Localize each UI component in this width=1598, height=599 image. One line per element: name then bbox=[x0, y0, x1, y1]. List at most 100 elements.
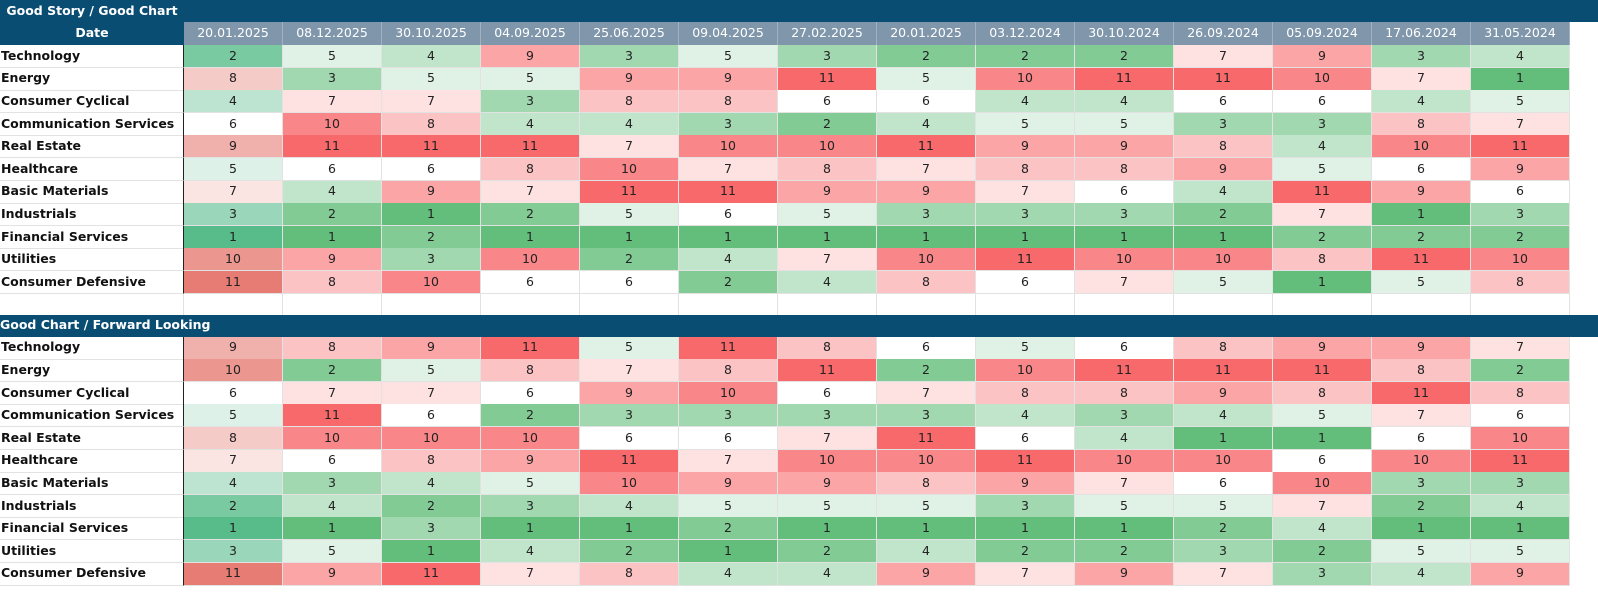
value-cell: 5 bbox=[1471, 540, 1570, 564]
value-cell: 8 bbox=[1174, 336, 1273, 360]
date-header: 20.01.2025 bbox=[184, 22, 283, 45]
row-label: Energy bbox=[0, 67, 184, 91]
value-cell: 11 bbox=[1174, 359, 1273, 383]
value-cell: 3 bbox=[1372, 472, 1471, 496]
date-header: 17.06.2024 bbox=[1372, 22, 1471, 45]
value-cell: 6 bbox=[679, 203, 778, 227]
value-cell: 10 bbox=[382, 271, 481, 295]
value-cell: 9 bbox=[1273, 45, 1372, 69]
value-cell: 6 bbox=[1075, 180, 1174, 204]
date-header: 09.04.2025 bbox=[679, 22, 778, 45]
date-header: 05.09.2024 bbox=[1273, 22, 1372, 45]
value-cell: 4 bbox=[382, 45, 481, 69]
value-cell: 4 bbox=[481, 112, 580, 136]
value-cell: 10 bbox=[1075, 248, 1174, 272]
section-title: Good Story / Good Chart bbox=[6, 2, 178, 18]
value-cell: 11 bbox=[1372, 248, 1471, 272]
value-cell: 3 bbox=[1273, 562, 1372, 586]
value-cell: 6 bbox=[382, 404, 481, 428]
value-cell: 8 bbox=[679, 359, 778, 383]
value-cell: 6 bbox=[1372, 158, 1471, 182]
value-cell: 5 bbox=[1372, 271, 1471, 295]
value-cell: 7 bbox=[382, 90, 481, 114]
value-cell: 11 bbox=[184, 271, 283, 295]
value-cell: 8 bbox=[580, 90, 679, 114]
value-cell: 3 bbox=[184, 540, 283, 564]
value-cell: 2 bbox=[1372, 225, 1471, 249]
value-cell: 4 bbox=[778, 271, 877, 295]
value-cell: 7 bbox=[976, 180, 1075, 204]
value-cell: 9 bbox=[1075, 135, 1174, 159]
value-cell: 9 bbox=[1372, 336, 1471, 360]
value-cell: 1 bbox=[679, 225, 778, 249]
value-cell: 3 bbox=[976, 494, 1075, 518]
value-cell: 7 bbox=[778, 248, 877, 272]
value-cell: 3 bbox=[877, 404, 976, 428]
value-cell: 3 bbox=[1075, 203, 1174, 227]
blank-cell bbox=[184, 293, 283, 315]
row-label: Communication Services bbox=[0, 404, 184, 428]
value-cell: 10 bbox=[679, 381, 778, 405]
value-cell: 4 bbox=[481, 540, 580, 564]
value-cell: 11 bbox=[1372, 381, 1471, 405]
blank-cell bbox=[481, 293, 580, 315]
value-cell: 6 bbox=[580, 271, 679, 295]
value-cell: 5 bbox=[184, 158, 283, 182]
value-cell: 8 bbox=[481, 158, 580, 182]
row-label: Healthcare bbox=[0, 449, 184, 473]
row-label: Healthcare bbox=[0, 158, 184, 182]
value-cell: 8 bbox=[679, 90, 778, 114]
row-label: Communication Services bbox=[0, 112, 184, 136]
value-cell: 1 bbox=[184, 517, 283, 541]
blank-cell bbox=[877, 293, 976, 315]
value-cell: 8 bbox=[1471, 381, 1570, 405]
value-cell: 1 bbox=[1273, 271, 1372, 295]
row-label: Energy bbox=[0, 359, 184, 383]
date-header: 04.09.2025 bbox=[481, 22, 580, 45]
value-cell: 7 bbox=[679, 158, 778, 182]
value-cell: 8 bbox=[976, 158, 1075, 182]
value-cell: 9 bbox=[184, 336, 283, 360]
value-cell: 7 bbox=[1075, 271, 1174, 295]
value-cell: 2 bbox=[382, 494, 481, 518]
value-cell: 9 bbox=[1174, 158, 1273, 182]
value-cell: 11 bbox=[382, 135, 481, 159]
value-cell: 5 bbox=[1174, 494, 1273, 518]
value-cell: 3 bbox=[481, 494, 580, 518]
value-cell: 6 bbox=[1174, 90, 1273, 114]
value-cell: 5 bbox=[1273, 158, 1372, 182]
value-cell: 5 bbox=[1471, 90, 1570, 114]
date-header: 25.06.2025 bbox=[580, 22, 679, 45]
value-cell: 11 bbox=[877, 427, 976, 451]
value-cell: 11 bbox=[1273, 180, 1372, 204]
value-cell: 1 bbox=[1273, 427, 1372, 451]
value-cell: 1 bbox=[1075, 225, 1174, 249]
value-cell: 2 bbox=[1273, 225, 1372, 249]
value-cell: 5 bbox=[1372, 540, 1471, 564]
value-cell: 11 bbox=[580, 180, 679, 204]
value-cell: 7 bbox=[1372, 67, 1471, 91]
value-cell: 1 bbox=[877, 517, 976, 541]
value-cell: 3 bbox=[1174, 540, 1273, 564]
value-cell: 4 bbox=[1372, 562, 1471, 586]
value-cell: 4 bbox=[382, 472, 481, 496]
value-cell: 5 bbox=[877, 67, 976, 91]
value-cell: 2 bbox=[580, 248, 679, 272]
value-cell: 11 bbox=[1471, 449, 1570, 473]
value-cell: 6 bbox=[1075, 336, 1174, 360]
value-cell: 3 bbox=[1471, 472, 1570, 496]
value-cell: 2 bbox=[580, 540, 679, 564]
blank-cell bbox=[1372, 293, 1471, 315]
value-cell: 8 bbox=[382, 112, 481, 136]
value-cell: 8 bbox=[283, 336, 382, 360]
value-cell: 7 bbox=[877, 381, 976, 405]
value-cell: 9 bbox=[679, 472, 778, 496]
value-cell: 5 bbox=[382, 359, 481, 383]
row-label: Utilities bbox=[0, 540, 184, 564]
value-cell: 6 bbox=[877, 90, 976, 114]
value-cell: 11 bbox=[976, 248, 1075, 272]
value-cell: 10 bbox=[184, 359, 283, 383]
value-cell: 2 bbox=[778, 540, 877, 564]
value-cell: 7 bbox=[580, 135, 679, 159]
value-cell: 11 bbox=[1273, 359, 1372, 383]
